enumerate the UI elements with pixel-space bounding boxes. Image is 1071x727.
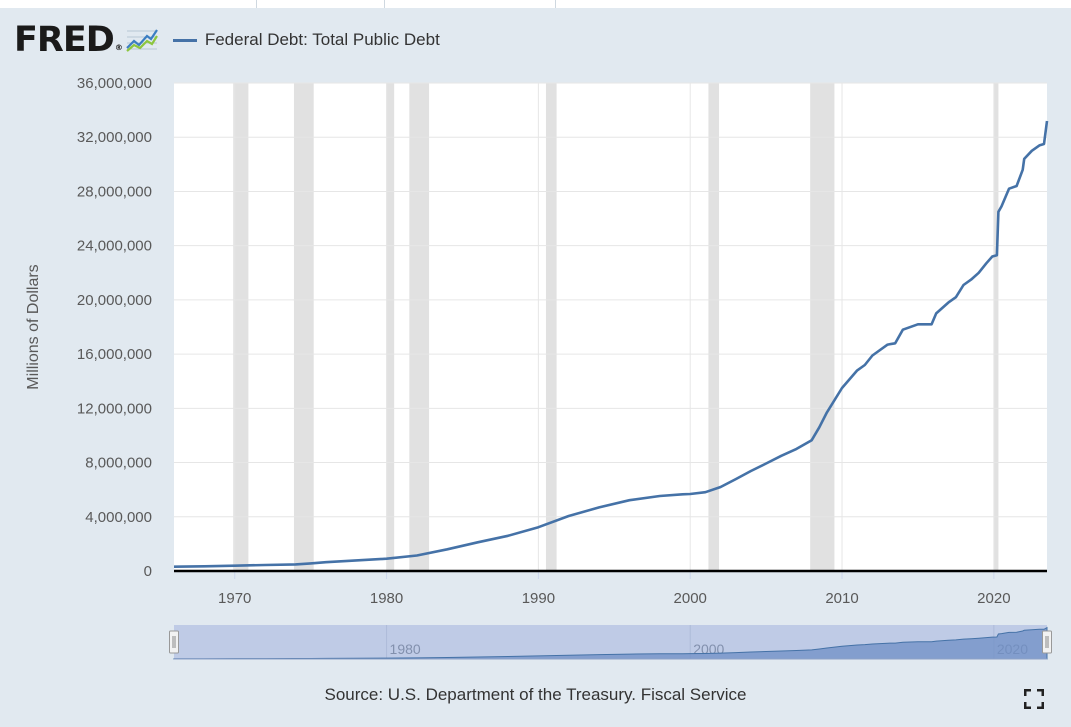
- y-tick-label: 24,000,000: [77, 238, 152, 255]
- registered-mark: ®: [114, 43, 123, 52]
- y-tick-label: 32,000,000: [77, 129, 152, 146]
- x-tick-label: 2010: [825, 590, 858, 607]
- navigator-tick-label: 1980: [390, 641, 421, 657]
- toolbar-divider: [384, 0, 385, 8]
- y-tick-label: 28,000,000: [77, 183, 152, 200]
- x-tick-label: 2020: [977, 590, 1010, 607]
- fred-logo-text: FRED: [14, 20, 115, 60]
- y-tick-label: 20,000,000: [77, 292, 152, 309]
- recession-band: [993, 83, 999, 571]
- y-tick-label: 0: [144, 563, 152, 580]
- fullscreen-icon[interactable]: [1024, 689, 1044, 709]
- navigator-handle[interactable]: [169, 630, 179, 654]
- x-tick-label: 1980: [370, 590, 403, 607]
- recession-band: [386, 83, 395, 571]
- y-axis-label: Millions of Dollars: [25, 264, 42, 389]
- y-tick-label: 16,000,000: [77, 346, 152, 363]
- y-tick-label: 8,000,000: [85, 455, 152, 472]
- recession-band: [708, 83, 720, 571]
- chart-legend[interactable]: Federal Debt: Total Public Debt: [172, 30, 440, 50]
- y-tick-label: 12,000,000: [77, 400, 152, 417]
- recession-band: [233, 83, 249, 571]
- toolbar-divider: [256, 0, 257, 8]
- recession-band: [545, 83, 557, 571]
- y-tick-label: 4,000,000: [85, 509, 152, 526]
- navigator-series-area: [173, 626, 1048, 660]
- x-tick-label: 2000: [674, 590, 707, 607]
- recession-band: [810, 83, 835, 571]
- legend-series-swatch: [172, 38, 197, 42]
- plot-area: [174, 83, 1047, 571]
- top-toolbar-strip: [0, 0, 1071, 8]
- source-credit: Source: U.S. Department of the Treasury.…: [324, 685, 747, 704]
- series-line: [173, 120, 1049, 568]
- navigator-handle[interactable]: [1042, 630, 1052, 654]
- legend-series-label: Federal Debt: Total Public Debt: [204, 30, 440, 49]
- chart-header: FRED ® Federal Debt: Total Public Debt: [14, 18, 440, 62]
- y-tick-label: 36,000,000: [77, 75, 152, 92]
- fred-logo[interactable]: FRED ®: [14, 20, 159, 60]
- toolbar-divider: [555, 0, 556, 8]
- rising-line-graph-icon: [126, 29, 158, 52]
- x-tick-label: 1970: [218, 590, 251, 607]
- recession-band: [409, 83, 430, 571]
- recession-band: [293, 83, 314, 571]
- x-tick-label: 1990: [522, 590, 555, 607]
